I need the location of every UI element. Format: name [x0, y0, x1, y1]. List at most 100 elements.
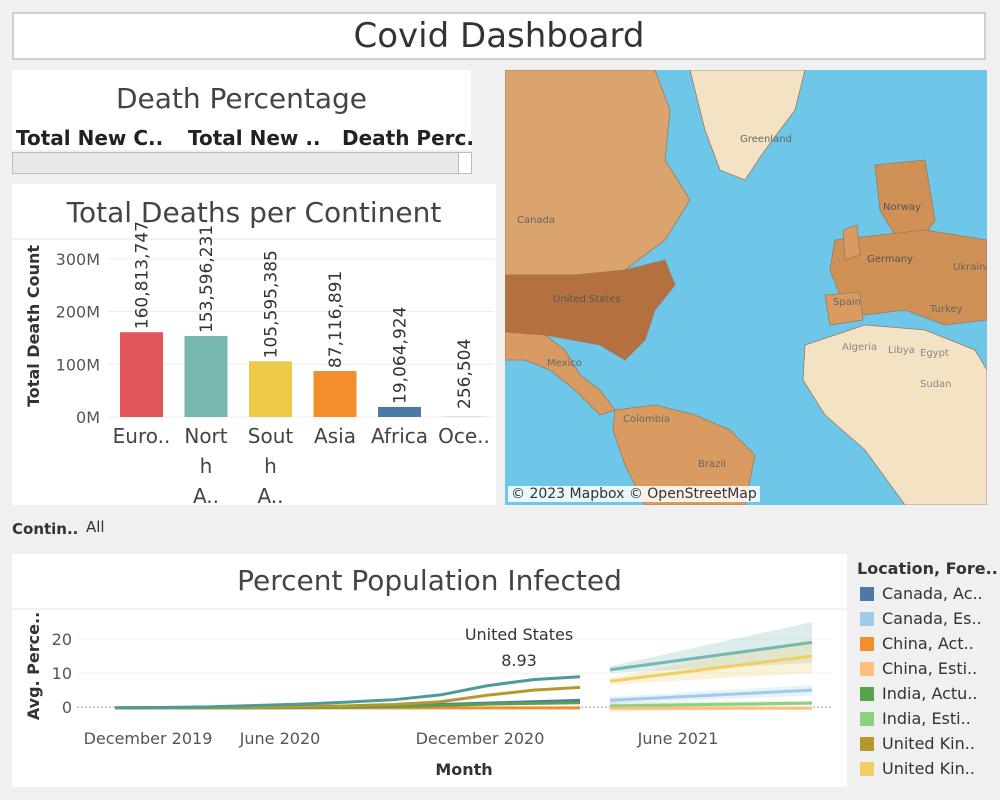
map-label-algeria: Algeria	[842, 342, 877, 353]
line-x-tick-label: June 2020	[239, 729, 321, 748]
legend-swatch	[860, 711, 874, 726]
bar-category-label: h	[200, 454, 213, 478]
bar[interactable]	[184, 336, 228, 417]
bar[interactable]	[120, 332, 163, 417]
bar-category-label: A..	[257, 484, 283, 505]
map-label-norway: Norway	[883, 202, 921, 213]
bar-category-label: Nort	[184, 424, 227, 448]
bar-category-label: Africa	[371, 424, 428, 448]
scrollbar-thumb[interactable]	[458, 153, 471, 173]
legend-swatch	[860, 686, 874, 701]
legend-label: Canada, Es..	[882, 609, 982, 628]
legend-item[interactable]: China, Esti..	[860, 659, 977, 678]
legend-label: United Kin..	[882, 734, 975, 753]
legend-swatch	[860, 761, 874, 776]
line-y-tick-label: 10	[52, 664, 72, 683]
forecast-line[interactable]	[609, 640, 813, 672]
map-label-colombia: Colombia	[623, 414, 670, 425]
annotation-value: 8.93	[501, 651, 537, 670]
bar[interactable]	[249, 361, 292, 417]
table-scrollbar[interactable]	[12, 152, 472, 174]
forecast-band	[610, 622, 812, 674]
bar[interactable]	[378, 406, 421, 417]
legend-item[interactable]: United Kin..	[860, 759, 975, 778]
line-x-tick-label: December 2020	[416, 729, 545, 748]
world-map[interactable]: Greenland Canada United States Mexico Co…	[505, 70, 987, 505]
bar-data-label: 87,116,891	[326, 271, 346, 368]
legend-item[interactable]: Canada, Es..	[860, 609, 982, 628]
forecast-line[interactable]	[609, 688, 813, 702]
line-x-tick-label: December 2019	[84, 729, 213, 748]
map-label-egypt: Egypt	[920, 348, 949, 359]
map-label-ukraine: Ukraine	[953, 262, 987, 273]
map-label-libya: Libya	[888, 345, 915, 356]
bar-category-label: A..	[193, 484, 219, 505]
col-header-death-percentage[interactable]: Death Perc.	[342, 126, 474, 150]
legend-label: United Kin..	[882, 759, 975, 778]
bar-category-label: Asia	[314, 424, 356, 448]
line-x-axis-label: Month	[435, 760, 492, 779]
map-label-canada: Canada	[517, 215, 555, 226]
bar[interactable]	[313, 371, 357, 417]
continent-filter-label: Contin..	[12, 520, 79, 538]
legend-swatch	[860, 636, 874, 651]
bar-y-tick-label: 0M	[76, 408, 100, 427]
map-label-sudan: Sudan	[920, 379, 952, 390]
map-panel[interactable]: Greenland Canada United States Mexico Co…	[505, 70, 987, 505]
percent-infected-panel: Percent Population Infected Avg. Perce..…	[12, 554, 847, 787]
bar-y-tick-label: 300M	[56, 250, 100, 269]
legend-item[interactable]: United Kin..	[860, 734, 975, 753]
line-chart: Avg. Perce.. Month 0 10 20 December 2019 Ju…	[12, 608, 847, 779]
bar-data-label: 160,813,747	[133, 221, 153, 329]
legend-swatch	[860, 586, 874, 601]
bar-y-tick-label: 200M	[56, 303, 100, 322]
forecast-line[interactable]	[609, 701, 813, 708]
col-header-total-new-cases[interactable]: Total New C..	[16, 126, 164, 150]
map-label-turkey: Turkey	[929, 304, 963, 315]
legend-swatch	[860, 736, 874, 751]
line-y-axis-label: Avg. Perce..	[24, 612, 43, 720]
death-percentage-title: Death Percentage	[115, 82, 368, 115]
bar-y-axis-label: Total Death Count	[24, 245, 43, 407]
continent-filter-value[interactable]: All	[86, 518, 105, 536]
legend-item[interactable]: India, Esti..	[860, 709, 971, 728]
bar-category-label: Sout	[248, 424, 294, 448]
legend-item[interactable]: China, Act..	[860, 634, 974, 653]
legend-label: China, Act..	[882, 634, 974, 653]
map-label-greenland: Greenland	[740, 134, 792, 145]
annotation-country: United States	[465, 625, 573, 644]
map-label-brazil: Brazil	[698, 459, 726, 470]
legend-swatch	[860, 611, 874, 626]
bar-category-label: h	[264, 454, 277, 478]
bar-data-label: 153,596,231	[197, 225, 217, 333]
forecast-line[interactable]	[609, 654, 813, 683]
legend-label: India, Actu..	[882, 684, 978, 703]
legend-title: Location, Fore..	[857, 559, 998, 578]
map-label-united-states: United States	[553, 294, 621, 305]
col-header-total-new-deaths[interactable]: Total New ..	[188, 126, 321, 150]
map-label-germany: Germany	[867, 254, 913, 265]
bar-data-label: 105,595,385	[262, 250, 282, 358]
legend-label: China, Esti..	[882, 659, 978, 678]
line-series[interactable]	[114, 675, 581, 710]
bar-y-tick-label: 100M	[56, 355, 100, 374]
dashboard-title-box: Covid Dashboard	[12, 12, 986, 60]
bar-chart: Total Death Count 0M 100M 200M 300M 160,813…	[12, 221, 496, 505]
line-y-tick-label: 0	[62, 698, 72, 717]
legend-label: Canada, Ac..	[882, 584, 983, 603]
legend-swatch	[860, 661, 874, 676]
legend-item[interactable]: Canada, Ac..	[860, 584, 983, 603]
map-attribution[interactable]: © 2023 Mapbox © OpenStreetMap	[508, 486, 760, 502]
line-y-tick-label: 20	[52, 630, 72, 649]
death-percentage-panel: Death Percentage Total New C.. Total New…	[12, 70, 474, 150]
line-chart-title: Percent Population Infected	[237, 564, 622, 597]
bar-chart-title: Total Deaths per Continent	[66, 196, 442, 229]
dashboard-title: Covid Dashboard	[353, 16, 645, 56]
bar-category-label: Euro..	[113, 424, 171, 448]
deaths-per-continent-panel: Total Deaths per Continent Total Death C…	[12, 184, 496, 505]
bar-category-label: Oce..	[438, 424, 490, 448]
map-label-mexico: Mexico	[547, 358, 582, 369]
legend-item[interactable]: India, Actu..	[860, 684, 977, 703]
bar-data-label: 19,064,924	[391, 307, 411, 404]
map-label-spain: Spain	[833, 297, 861, 308]
